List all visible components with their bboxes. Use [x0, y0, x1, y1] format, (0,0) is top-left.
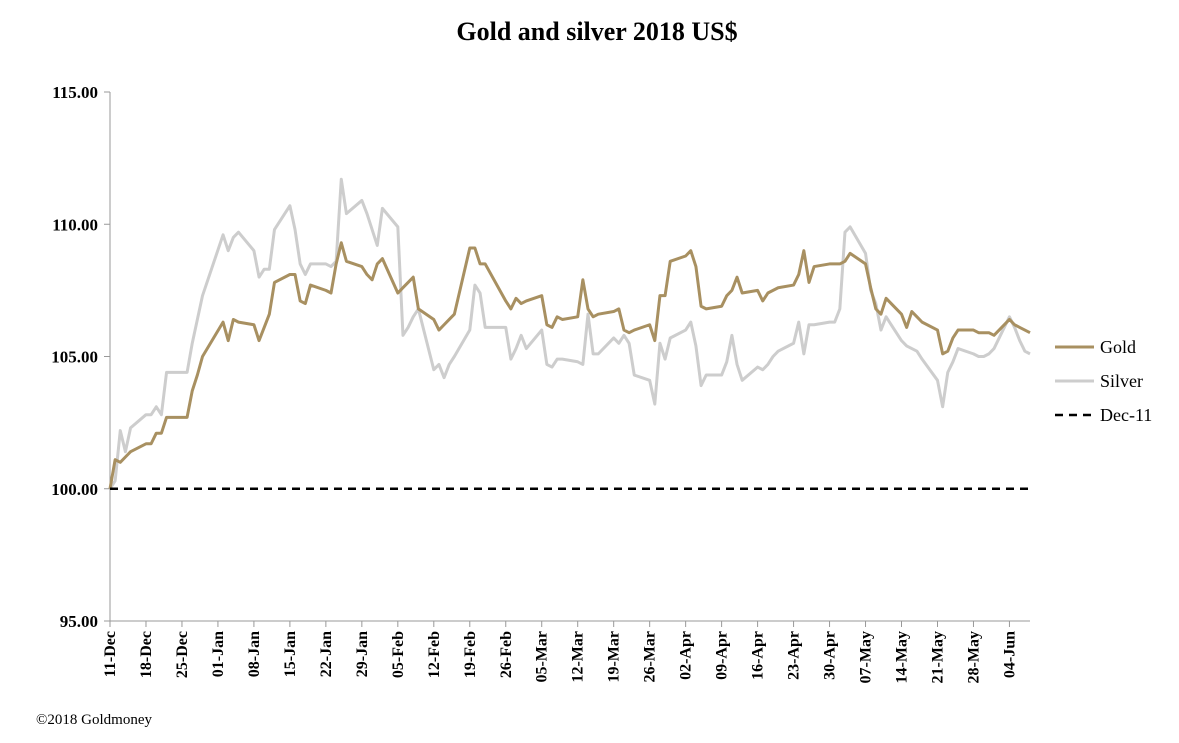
x-tick-label: 16-Apr — [750, 631, 767, 680]
x-tick-label: 05-Feb — [390, 631, 407, 678]
series-line-silver — [108, 177, 1031, 490]
x-tick-label: 19-Mar — [606, 631, 623, 683]
x-tick-label: 19-Feb — [462, 631, 479, 678]
x-tick-label: 09-Apr — [714, 631, 731, 680]
x-tick-label: 15-Jan — [282, 631, 299, 677]
x-tick-label: 25-Dec — [174, 631, 191, 678]
copyright-text: ©2018 Goldmoney — [36, 712, 152, 728]
x-tick-label: 08-Jan — [246, 631, 263, 677]
x-tick-label: 29-Jan — [354, 631, 371, 677]
chart-title: Gold and silver 2018 US$ — [456, 17, 737, 46]
legend-label: Gold — [1100, 337, 1136, 357]
x-tick-label: 02-Apr — [678, 631, 695, 680]
y-tick-label: 95.00 — [60, 612, 98, 631]
x-tick-label: 22-Jan — [318, 631, 335, 677]
x-tick-label: 12-Mar — [570, 631, 587, 683]
x-tick-label: 07-May — [858, 631, 875, 683]
x-tick-label: 01-Jan — [210, 631, 227, 677]
legend-label: Silver — [1100, 371, 1143, 391]
series-layer — [108, 177, 1031, 490]
x-tick-label: 21-May — [929, 631, 946, 683]
series-line-gold — [108, 241, 1031, 490]
x-tick-label: 26-Feb — [498, 631, 515, 678]
y-tick-label: 105.00 — [51, 348, 98, 367]
x-tick-label: 28-May — [965, 631, 982, 683]
x-tick-label: 11-Dec — [102, 631, 119, 677]
x-tick-label: 12-Feb — [426, 631, 443, 678]
y-axis-ticks: 95.00 100.00 105.00 110.00 115.00 — [51, 83, 110, 631]
x-tick-label: 04-Jun — [1001, 631, 1018, 678]
x-tick-label: 23-Apr — [786, 631, 803, 680]
legend-label: Dec-11 — [1100, 405, 1152, 425]
x-tick-label: 26-Mar — [642, 631, 659, 683]
x-tick-label: 18-Dec — [138, 631, 155, 678]
x-tick-label: 05-Mar — [534, 631, 551, 683]
y-tick-label: 110.00 — [52, 215, 98, 234]
x-tick-label: 14-May — [894, 631, 911, 683]
y-tick-label: 100.00 — [51, 480, 98, 499]
x-tick-label: 30-Apr — [822, 631, 839, 680]
x-axis-ticks: 11-Dec 18-Dec 25-Dec 01-Jan 08-Jan 15-Jan 22-J… — [102, 621, 1018, 683]
y-tick-label: 115.00 — [52, 83, 98, 102]
legend: Gold Silver Dec-11 — [1055, 337, 1152, 425]
